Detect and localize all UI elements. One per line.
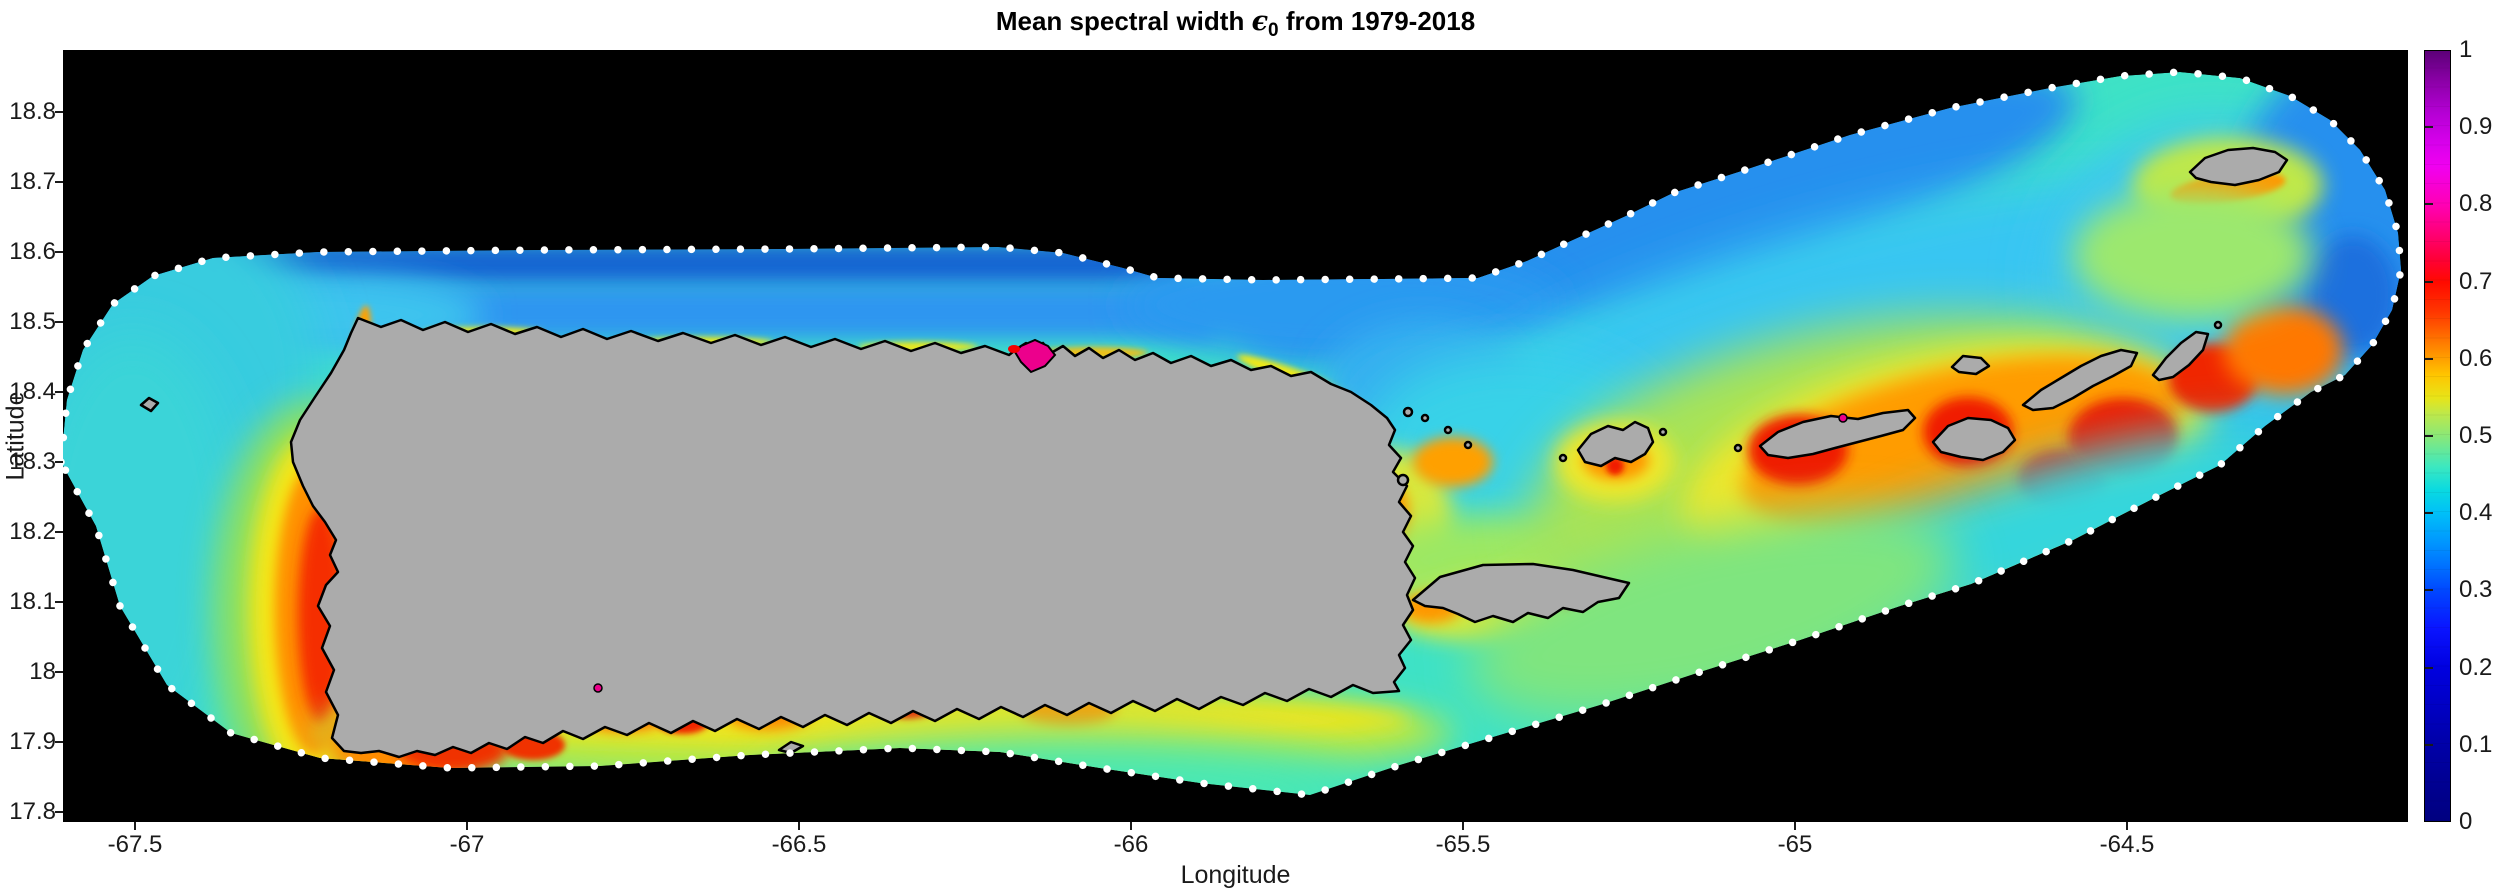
y-tick-label: 18.8 (9, 98, 56, 125)
land-st-thomas (1758, 408, 1917, 460)
land-anegada (2188, 146, 2289, 187)
plot-area (63, 50, 2408, 822)
y-tick-label: 18.3 (9, 448, 56, 475)
land-cay-9 (1733, 443, 1743, 453)
colorbar-tick-label: 0.4 (2459, 499, 2493, 526)
x-tick (1794, 822, 1796, 830)
colorbar-tick (2425, 435, 2433, 437)
y-axis-label: Latitude (1, 391, 30, 481)
y-tick-label: 18.1 (9, 588, 56, 615)
title-suffix: from 1979-2018 (1278, 6, 1476, 36)
land-desecheo (139, 396, 160, 413)
title-prefix: Mean spectral width (995, 6, 1252, 36)
y-tick-label: 18.4 (9, 378, 56, 405)
x-tick (1130, 822, 1132, 830)
colorbar-tick-label: 0.9 (2459, 113, 2493, 140)
colorbar-tick-label: 0.1 (2459, 731, 2493, 758)
y-tick (55, 531, 63, 533)
epsilon-symbol: ϵ (1251, 6, 1269, 37)
field-red-san-juan-fringe (1008, 345, 1020, 353)
y-tick-label: 17.8 (9, 798, 56, 825)
y-tick (55, 461, 63, 463)
y-tick (55, 321, 63, 323)
colorbar-tick (2425, 589, 2433, 591)
y-tick (55, 741, 63, 743)
field-orange-ne-virgingorda (2223, 305, 2343, 395)
land-culebra (1576, 420, 1655, 468)
x-tick (798, 822, 800, 830)
y-tick (55, 811, 63, 813)
colorbar-tick-label: 1 (2459, 36, 2473, 63)
field-se-green (1469, 512, 1957, 718)
x-tick-label: -64.5 (2099, 831, 2155, 858)
x-tick-label: -65 (1777, 831, 1813, 858)
land-vieques (1411, 562, 1631, 624)
colorbar-tick (2425, 667, 2433, 669)
colorbar-tick-label: 0.7 (2459, 268, 2493, 295)
land-cay-4 (1463, 440, 1473, 450)
y-tick (55, 601, 63, 603)
y-tick (55, 181, 63, 183)
x-tick-label: -67 (449, 831, 485, 858)
land-st-john (1931, 416, 2017, 462)
colorbar-tick (2425, 126, 2433, 128)
field-anegada-south-green (2073, 190, 2313, 320)
field-cays-orange (1413, 437, 1493, 487)
colorbar-tick-label: 0.5 (2459, 422, 2493, 449)
y-tick (55, 251, 63, 253)
colorbar-tick (2425, 203, 2433, 205)
field-ne-cyan-band (1437, 177, 2209, 453)
colorbar-tick (2425, 512, 2433, 514)
colorbar-tick-label: 0.6 (2459, 345, 2493, 372)
x-axis-label: Longitude (1180, 861, 1291, 889)
field-magenta-south-coast (593, 683, 603, 693)
epsilon-subscript: 0 (1268, 20, 1279, 41)
y-tick (55, 671, 63, 673)
y-tick (55, 391, 63, 393)
land-cay-6 (1558, 453, 1568, 463)
colorbar-tick-label: 0.2 (2459, 654, 2493, 681)
y-tick-label: 18.5 (9, 308, 56, 335)
land-virgin-gorda (2151, 330, 2210, 382)
colorbar-tick-label: 0 (2459, 808, 2473, 835)
x-tick (134, 822, 136, 830)
y-tick-label: 18 (29, 658, 56, 685)
y-tick (55, 111, 63, 113)
field-magenta-san-juan-bay (1013, 338, 1057, 374)
land-puerto-rico (289, 316, 1417, 759)
colorbar-tick (2425, 281, 2433, 283)
land-group (139, 146, 2289, 759)
land-cay-3 (1443, 425, 1453, 435)
y-tick-label: 17.9 (9, 728, 56, 755)
land-cay-2 (1420, 413, 1430, 423)
x-tick (2126, 822, 2128, 830)
field-magenta-st-thomas (1838, 413, 1848, 423)
spectral-width-field (63, 72, 2401, 795)
land-cay-5 (1396, 473, 1410, 487)
colorbar-tick (2425, 358, 2433, 360)
page-title: Mean spectral width ϵ0 from 1979-2018 (63, 6, 2408, 42)
colorbar-tick-label: 0.8 (2459, 190, 2493, 217)
colorbar-tick (2425, 744, 2433, 746)
x-tick-label: -66 (1113, 831, 1149, 858)
y-tick-label: 18.2 (9, 518, 56, 545)
land-cay-8 (2213, 320, 2223, 330)
y-tick-label: 18.6 (9, 238, 56, 265)
land-cay-1 (1402, 406, 1414, 418)
x-tick (1462, 822, 1464, 830)
y-tick-label: 18.7 (9, 168, 56, 195)
x-tick (466, 822, 468, 830)
colorbar-tick-label: 0.3 (2459, 576, 2493, 603)
land-tortola (2021, 348, 2139, 412)
x-tick-label: -65.5 (1435, 831, 1491, 858)
land-jost-van-dyke (1950, 354, 1991, 376)
map-canvas (63, 50, 2408, 822)
x-tick-label: -67.5 (107, 831, 163, 858)
land-cay-7 (1658, 427, 1668, 437)
x-tick-label: -66.5 (771, 831, 827, 858)
